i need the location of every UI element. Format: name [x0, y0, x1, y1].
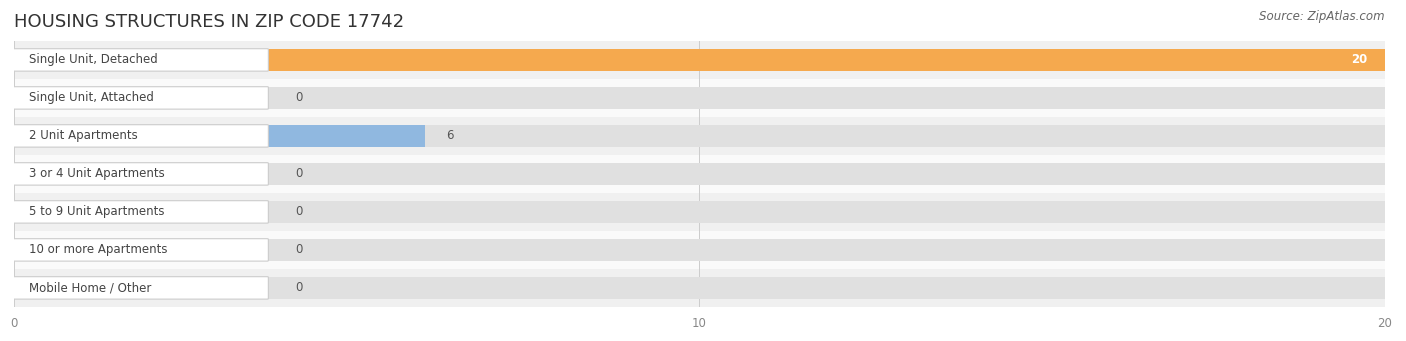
Text: 20: 20	[1351, 54, 1368, 66]
Bar	[14, 238, 1385, 261]
Text: Mobile Home / Other: Mobile Home / Other	[30, 281, 152, 294]
Bar	[14, 87, 42, 109]
Text: 0: 0	[295, 281, 302, 294]
Bar	[14, 124, 1385, 147]
Bar	[14, 277, 1385, 299]
Bar	[14, 193, 1385, 231]
Bar	[14, 124, 425, 147]
FancyBboxPatch shape	[14, 277, 269, 299]
Bar	[14, 163, 1385, 185]
Text: HOUSING STRUCTURES IN ZIP CODE 17742: HOUSING STRUCTURES IN ZIP CODE 17742	[14, 13, 404, 31]
Bar	[14, 87, 1385, 109]
Text: Source: ZipAtlas.com: Source: ZipAtlas.com	[1260, 10, 1385, 23]
Text: 2 Unit Apartments: 2 Unit Apartments	[30, 130, 138, 143]
Bar	[14, 87, 1385, 109]
Bar	[14, 201, 1385, 223]
Bar	[14, 79, 1385, 117]
FancyBboxPatch shape	[14, 49, 269, 71]
Bar	[14, 124, 1385, 147]
Text: Single Unit, Detached: Single Unit, Detached	[30, 54, 157, 66]
Bar	[14, 238, 42, 261]
FancyBboxPatch shape	[14, 201, 269, 223]
Text: 0: 0	[295, 167, 302, 180]
Bar	[14, 201, 1385, 223]
Bar	[14, 48, 1385, 71]
Bar	[14, 117, 1385, 155]
Bar	[14, 155, 1385, 193]
Text: 0: 0	[295, 243, 302, 256]
Text: 0: 0	[295, 205, 302, 218]
FancyBboxPatch shape	[14, 239, 269, 261]
Text: 3 or 4 Unit Apartments: 3 or 4 Unit Apartments	[30, 167, 165, 180]
FancyBboxPatch shape	[14, 87, 269, 109]
Bar	[14, 238, 1385, 261]
Bar	[14, 163, 42, 185]
Bar	[14, 48, 1385, 71]
FancyBboxPatch shape	[14, 163, 269, 185]
FancyBboxPatch shape	[14, 125, 269, 147]
Bar	[14, 201, 42, 223]
Bar	[14, 277, 42, 299]
Text: 0: 0	[295, 91, 302, 104]
Bar	[14, 163, 1385, 185]
Text: Single Unit, Attached: Single Unit, Attached	[30, 91, 155, 104]
Bar	[14, 269, 1385, 307]
Bar	[14, 41, 1385, 79]
Text: 5 to 9 Unit Apartments: 5 to 9 Unit Apartments	[30, 205, 165, 218]
Bar	[14, 48, 1385, 71]
Bar	[14, 231, 1385, 269]
Text: 6: 6	[446, 130, 453, 143]
Bar	[14, 277, 1385, 299]
Text: 10 or more Apartments: 10 or more Apartments	[30, 243, 167, 256]
